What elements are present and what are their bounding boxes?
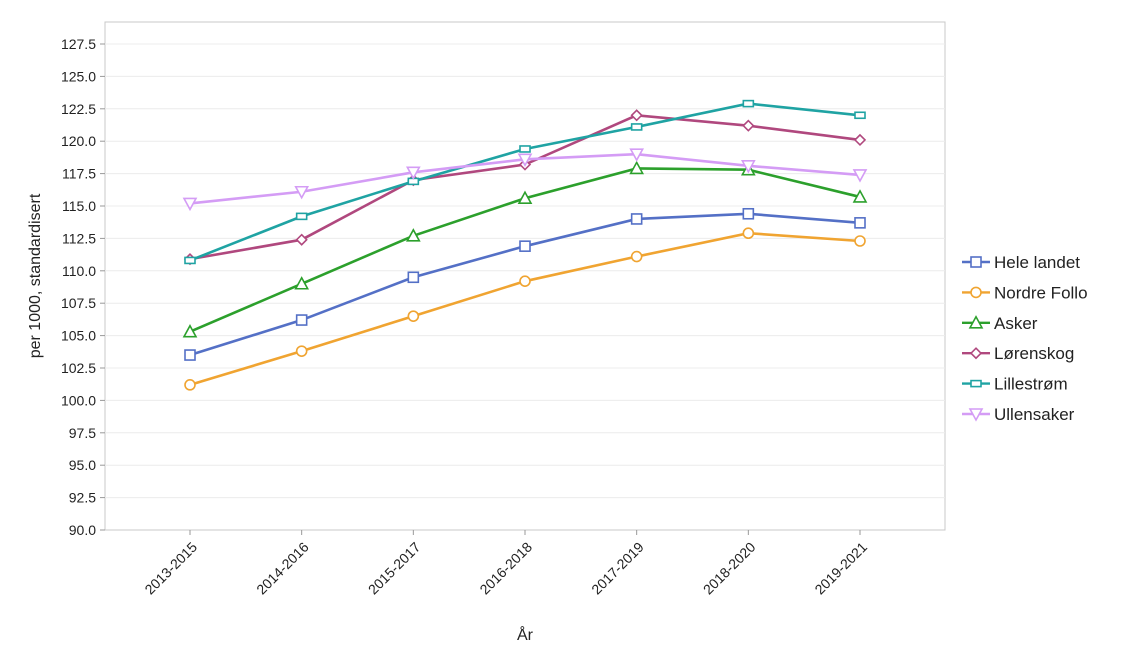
y-tick-label: 97.5 (69, 425, 96, 441)
y-tick-label: 112.5 (62, 230, 96, 246)
y-tick-label: 107.5 (61, 295, 96, 311)
x-tick-label: 2017-2019 (588, 539, 647, 598)
x-tick-label: 2015-2017 (365, 539, 424, 598)
data-point (184, 349, 196, 361)
y-tick-label: 92.5 (69, 490, 96, 506)
legend-item: Ullensaker (962, 405, 1075, 424)
data-point (295, 212, 308, 221)
data-point (630, 213, 643, 225)
y-tick-label: 90.0 (69, 522, 96, 538)
data-point (405, 228, 421, 242)
data-point (742, 99, 755, 108)
series-nordre-follo (184, 227, 866, 391)
data-point (970, 379, 982, 388)
data-point (517, 190, 533, 205)
y-tick-label: 110.0 (62, 263, 96, 279)
data-point (630, 109, 643, 122)
x-tick-label: 2014-2016 (253, 539, 312, 598)
data-point (854, 217, 866, 229)
series-lines (182, 99, 868, 391)
data-point (742, 227, 755, 240)
legend-label: Asker (994, 314, 1038, 333)
y-tick-label: 102.5 (61, 360, 96, 376)
data-point (407, 310, 420, 322)
data-point (294, 276, 310, 290)
x-tick-label: 2018-2020 (700, 539, 759, 598)
legend-label: Hele landet (994, 253, 1080, 272)
data-point (970, 256, 982, 268)
series-lillestr-m (184, 99, 866, 265)
data-point (184, 256, 196, 265)
data-point (854, 235, 866, 247)
data-point (517, 153, 533, 168)
data-point (629, 148, 645, 162)
series-ullensaker (182, 148, 868, 212)
y-tick-label: 105.0 (61, 328, 96, 344)
x-axis-title: År (517, 625, 534, 644)
data-point (854, 111, 866, 120)
data-point (742, 119, 755, 132)
y-tick-label: 125.0 (61, 68, 96, 84)
y-tick-label: 115.0 (62, 198, 96, 214)
data-point (519, 240, 531, 252)
data-point (405, 166, 421, 180)
y-tick-label: 127.5 (61, 36, 96, 52)
y-tick-label: 117.5 (62, 166, 96, 182)
data-point (519, 145, 531, 153)
legend-label: Nordre Follo (994, 283, 1088, 302)
data-point (742, 207, 755, 220)
x-tick-label: 2016-2018 (476, 539, 535, 598)
y-tick-label: 120.0 (61, 133, 96, 149)
legend-item: Asker (962, 314, 1038, 333)
data-point (295, 233, 308, 246)
data-point (740, 160, 756, 174)
x-tick-label: 2013-2015 (141, 539, 200, 598)
data-point (629, 160, 645, 175)
x-axis-ticks: 2013-2015 2014-2016 2015-2017 2016-2018 2017… (141, 530, 870, 597)
data-point (182, 197, 198, 212)
y-axis-ticks: 90.0 92.5 95.0 97.5 100.0 102.5 105.0 107.5 110.… (61, 36, 105, 538)
data-point (630, 250, 643, 263)
legend-label: Ullensaker (994, 405, 1075, 424)
y-tick-label: 100.0 (61, 392, 96, 408)
data-point (407, 271, 420, 284)
legend-item: Lillestrøm (962, 375, 1068, 394)
data-point (184, 379, 196, 391)
data-point (630, 123, 643, 131)
data-point (295, 345, 308, 357)
data-point (968, 408, 984, 422)
legend: Hele landet Nordre Follo Asker Lørenskog Lil… (962, 253, 1088, 424)
legend-item: Lørenskog (962, 344, 1074, 363)
data-point (852, 189, 868, 203)
data-point (970, 286, 982, 299)
data-point (969, 347, 983, 360)
y-tick-label: 95.0 (69, 457, 96, 473)
x-tick-label: 2019-2021 (811, 539, 870, 598)
data-point (968, 315, 984, 329)
y-tick-label: 122.5 (61, 101, 96, 117)
legend-label: Lillestrøm (994, 375, 1068, 394)
legend-label: Lørenskog (994, 344, 1074, 363)
series-hele-landet (184, 207, 866, 361)
data-point (182, 324, 198, 338)
data-point (295, 314, 308, 326)
legend-item: Hele landet (962, 253, 1080, 272)
y-axis-title: per 1000, standardisert (27, 193, 44, 358)
data-point (294, 185, 310, 200)
data-point (519, 275, 531, 287)
data-point (853, 133, 867, 147)
legend-item: Nordre Follo (962, 283, 1088, 302)
data-point (852, 169, 868, 183)
